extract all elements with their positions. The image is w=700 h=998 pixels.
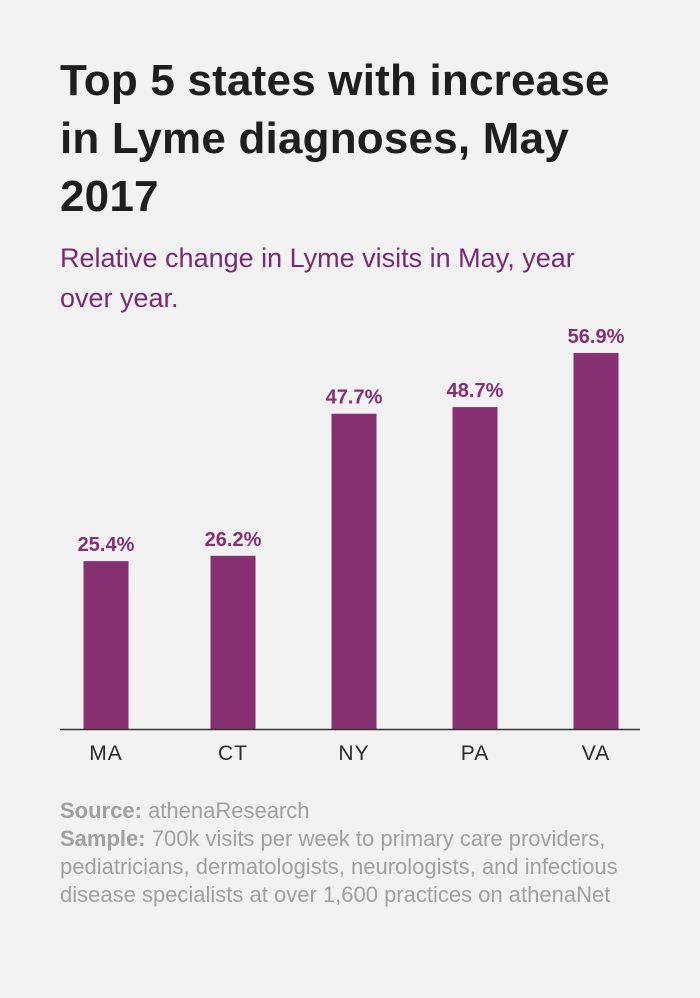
chart-subtitle: Relative change in Lyme visits in May, y…: [60, 243, 575, 313]
data-label-ct: 26.2%: [205, 529, 262, 551]
bar-va: [573, 352, 619, 729]
sample-text: 700k visits per week to primary care pro…: [60, 826, 618, 907]
data-label-pa: 48.7%: [447, 380, 504, 402]
sample-line: Sample: 700k visits per week to primary …: [60, 825, 660, 909]
x-tick-ny: NY: [338, 742, 369, 765]
data-label-ny: 47.7%: [326, 387, 383, 409]
footer-notes: Source: athenaResearch Sample: 700k visi…: [60, 797, 660, 909]
data-label-va: 56.9%: [568, 326, 625, 348]
data-label-ma: 25.4%: [78, 534, 135, 556]
x-tick-va: VA: [582, 742, 610, 765]
x-tick-pa: PA: [461, 742, 489, 765]
x-tick-ct: CT: [218, 742, 248, 765]
bar-ny: [331, 413, 377, 729]
bar-pa: [452, 407, 498, 729]
source-text: athenaResearch: [148, 798, 310, 823]
bar-ct: [210, 555, 256, 729]
bar-ma: [83, 561, 129, 729]
source-label: Source:: [60, 798, 142, 823]
x-tick-ma: MA: [89, 742, 123, 765]
sample-label: Sample:: [60, 826, 146, 851]
chart-title: Top 5 states with increase in Lyme diagn…: [60, 56, 610, 221]
source-line: Source: athenaResearch: [60, 797, 660, 825]
